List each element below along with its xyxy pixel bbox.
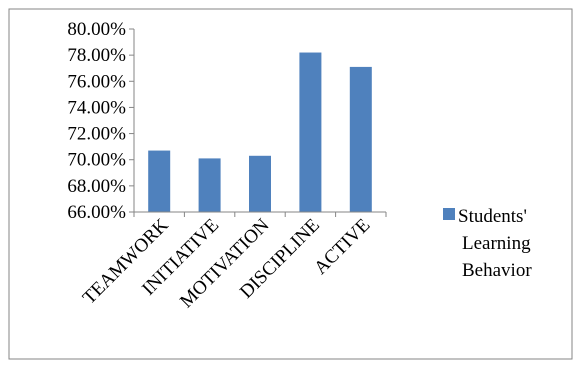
legend: Students' Learning Behavior xyxy=(443,206,532,281)
y-tick-label: 66.00% xyxy=(67,202,126,223)
legend-label-line-1: Students' xyxy=(458,206,527,227)
bar-discipline xyxy=(299,52,322,213)
y-tick-label: 72.00% xyxy=(67,124,126,145)
y-tick-label: 76.00% xyxy=(67,71,126,92)
legend-label-line-3: Behavior xyxy=(462,260,532,281)
y-tick-label: 74.00% xyxy=(67,97,126,118)
bar-teamwork xyxy=(148,150,171,212)
y-axis-ticks: 66.00% 68.00% 70.00% 72.00% 74.00% 76.00% 78.0… xyxy=(67,19,134,223)
legend-label-line-2: Learning xyxy=(462,233,531,254)
y-tick-label: 78.00% xyxy=(67,45,126,66)
bar-series xyxy=(148,52,372,213)
y-tick-label: 68.00% xyxy=(67,176,126,197)
bar-initiative xyxy=(198,158,221,212)
y-tick-label: 80.00% xyxy=(67,19,126,40)
x-axis-ticks xyxy=(133,212,387,217)
bar-motivation xyxy=(249,155,271,212)
bar-active xyxy=(349,66,372,213)
chart-frame xyxy=(8,8,573,360)
legend-swatch xyxy=(443,208,455,220)
y-tick-label: 70.00% xyxy=(67,150,126,171)
